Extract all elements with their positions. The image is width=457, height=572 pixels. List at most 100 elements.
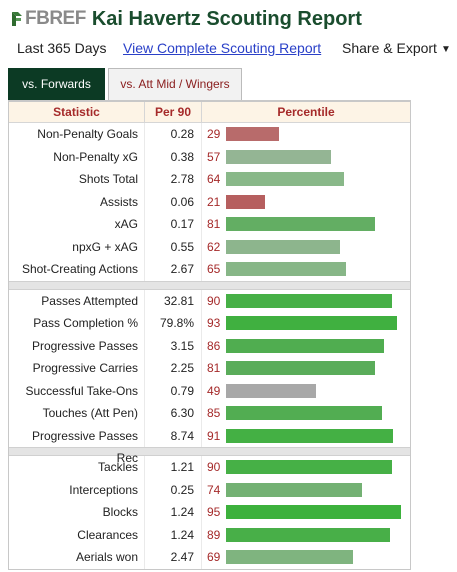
percentile-value: 62 — [207, 239, 221, 254]
percentile-value: 64 — [207, 172, 221, 186]
stat-name: Assists — [9, 190, 145, 213]
table-row: Pass Completion % 79.8% 93 — [9, 312, 410, 335]
percentile-bar — [226, 217, 375, 231]
percentile-value: 85 — [207, 406, 221, 420]
per90-value: 2.78 — [145, 168, 202, 191]
percentile-cell: 91 — [202, 425, 410, 448]
stat-name: Progressive Carries — [9, 357, 145, 380]
percentile-bar — [226, 127, 279, 141]
percentile-bar — [226, 262, 346, 276]
per90-value: 0.17 — [145, 213, 202, 236]
stat-name: Pass Completion % — [9, 312, 145, 335]
stat-name: Tackles — [9, 456, 145, 479]
percentile-value: 29 — [207, 127, 221, 141]
per90-value: 0.79 — [145, 379, 202, 402]
group-separator — [9, 280, 410, 290]
table-row: Tackles 1.21 90 — [9, 456, 410, 479]
per90-value: 0.28 — [145, 123, 202, 146]
group-separator — [9, 447, 410, 456]
per90-value: 79.8% — [145, 312, 202, 335]
percentile-bar — [226, 316, 397, 330]
percentile-value: 90 — [207, 460, 221, 474]
stat-name: Blocks — [9, 501, 145, 524]
percentile-bar — [226, 550, 353, 564]
percentile-bar — [226, 172, 344, 186]
percentile-cell: 64 — [202, 168, 410, 191]
percentile-bar — [226, 505, 401, 519]
header-statistic[interactable]: Statistic — [9, 102, 145, 122]
scouting-table: Statistic Per 90 Percentile Non-Penalty … — [8, 100, 411, 570]
percentile-value: 89 — [207, 527, 221, 542]
per90-value: 0.25 — [145, 478, 202, 501]
percentile-value: 65 — [207, 262, 221, 276]
page-header: FBREF Kai Havertz Scouting Report — [10, 6, 362, 32]
header-per90[interactable]: Per 90 — [145, 102, 202, 122]
header-percentile[interactable]: Percentile — [277, 105, 335, 119]
percentile-bar — [226, 428, 393, 443]
percentile-bar — [226, 527, 390, 542]
stat-name: Interceptions — [9, 478, 145, 501]
percentile-value: 81 — [207, 217, 221, 231]
percentile-value: 57 — [207, 149, 221, 164]
stat-name: Non-Penalty Goals — [9, 123, 145, 146]
table-row: Shots Total 2.78 64 — [9, 168, 410, 191]
per90-value: 0.38 — [145, 145, 202, 168]
per90-value: 32.81 — [145, 289, 202, 312]
percentile-cell: 81 — [202, 357, 410, 380]
table-row: Assists 0.06 21 — [9, 190, 410, 214]
table-row: Clearances 1.24 89 — [9, 523, 410, 547]
percentile-value: 49 — [207, 383, 221, 398]
stat-name: Progressive Passes Rec — [9, 424, 145, 465]
table-row: npxG + xAG 0.55 62 — [9, 235, 410, 258]
table-row: Aerials won 2.47 69 — [9, 546, 410, 569]
percentile-cell: 89 — [202, 524, 410, 547]
stat-name: Non-Penalty xG — [9, 145, 145, 168]
stat-name: xAG — [9, 213, 145, 236]
percentile-cell: 65 — [202, 258, 410, 281]
table-row: xAG 0.17 81 — [9, 213, 410, 236]
percentile-bar — [226, 194, 265, 209]
percentile-bar — [226, 149, 331, 164]
stat-name: Shot-Creating Actions — [9, 258, 145, 281]
percentile-value: 81 — [207, 361, 221, 375]
per90-value: 0.55 — [145, 235, 202, 258]
table-row: Non-Penalty xG 0.38 57 — [9, 145, 410, 168]
percentile-bar — [226, 406, 382, 420]
percentile-value: 69 — [207, 550, 221, 564]
percentile-value: 21 — [207, 194, 221, 209]
table-row: Shot-Creating Actions 2.67 65 — [9, 258, 410, 281]
table-row: Touches (Att Pen) 6.30 85 — [9, 402, 410, 425]
per90-value: 3.15 — [145, 334, 202, 357]
percentile-value: 74 — [207, 482, 221, 497]
comparison-tabs: vs. Forwards vs. Att Mid / Wingers — [8, 68, 242, 100]
stat-name: npxG + xAG — [9, 235, 145, 258]
percentile-bar — [226, 361, 375, 375]
per90-value: 2.67 — [145, 258, 202, 281]
share-export-label: Share & Export — [342, 40, 437, 56]
tab-vs-forwards[interactable]: vs. Forwards — [8, 68, 105, 100]
table-row: Successful Take-Ons 0.79 49 — [9, 379, 410, 403]
fbref-logo-icon — [10, 10, 24, 28]
tab-vs-att-mid-wingers[interactable]: vs. Att Mid / Wingers — [108, 68, 242, 100]
percentile-cell: 95 — [202, 501, 410, 524]
stat-name: Touches (Att Pen) — [9, 402, 145, 425]
share-export-button[interactable]: Share & Export ▼ — [342, 40, 451, 56]
percentile-cell: 29 — [202, 123, 410, 146]
stat-name: Passes Attempted — [9, 289, 145, 312]
view-complete-report-link[interactable]: View Complete Scouting Report — [123, 40, 322, 56]
stat-name: Clearances — [9, 523, 145, 546]
table-row: Progressive Carries 2.25 81 — [9, 357, 410, 380]
chevron-down-icon: ▼ — [440, 44, 451, 55]
percentile-value: 90 — [207, 293, 221, 308]
per90-value: 2.25 — [145, 357, 202, 380]
percentile-value: 91 — [207, 428, 221, 443]
percentile-bar — [226, 460, 392, 474]
percentile-cell: 21 — [202, 191, 410, 214]
stat-name: Successful Take-Ons — [9, 379, 145, 402]
page-title: Kai Havertz Scouting Report — [91, 7, 362, 30]
fbref-logo[interactable]: FBREF — [10, 8, 86, 30]
percentile-bar — [226, 338, 384, 353]
percentile-cell: 90 — [202, 290, 410, 313]
per90-value: 2.47 — [145, 546, 202, 569]
percentile-cell: 49 — [202, 380, 410, 403]
